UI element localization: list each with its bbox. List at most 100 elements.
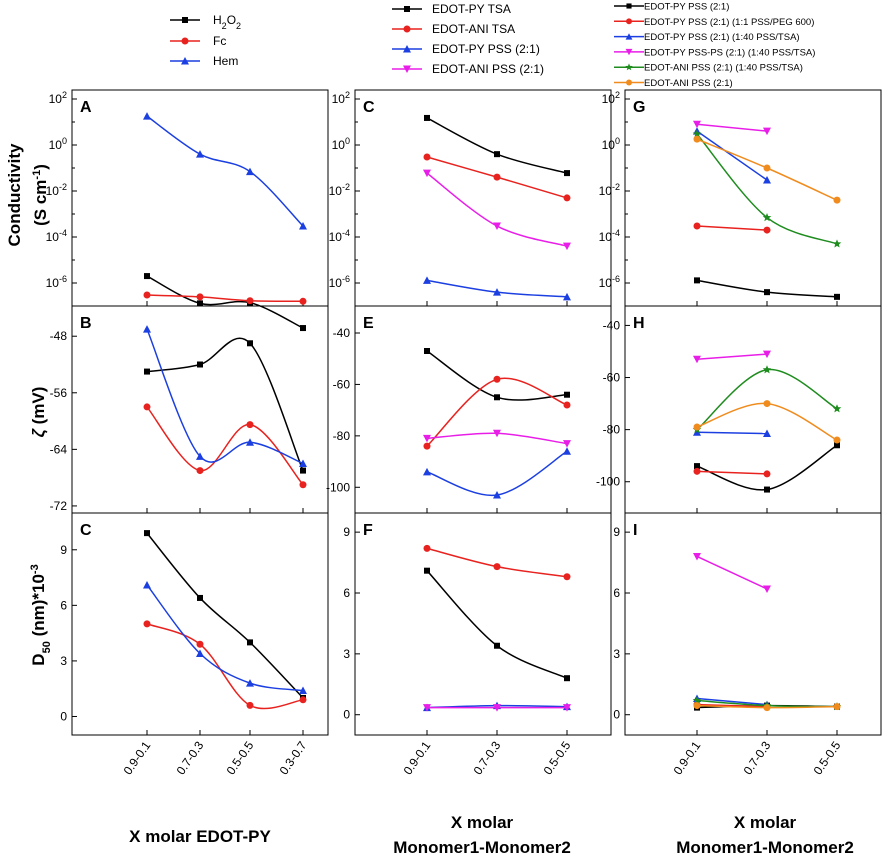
y-tick-label: 0 [60,709,67,723]
series-line [696,225,768,231]
data-point-hem-1 [196,452,204,460]
data-point-fc-1 [196,467,204,475]
series-edot-ani-pss-2-1-1-40-pss-tsa [692,129,842,248]
panel-frame [354,89,612,307]
y-tick-label: -48 [50,329,68,343]
series-line [696,353,768,361]
panel-frame [354,512,612,736]
series-line [146,115,304,227]
legend-marker-hem [181,57,189,65]
data-point-fc-2 [246,297,254,305]
y-tick-label: 100 [602,136,620,152]
series-fc [143,291,307,305]
legend-marker-3-edot-py-pss-ps-2-1-1-40-pss-tsa [625,48,633,56]
data-point-edot-py-pss-2-1-1 [764,289,770,296]
series-edot-ani-pss-2-1-1-40-pss-tsa [692,365,842,434]
data-point-edot-py-pss-2-1-1-40-pss-tsa-1 [763,176,771,184]
data-point-edot-ani-tsa-1 [493,173,501,181]
series-line [426,172,568,247]
panel-0-a: A 102 100 10-2 10-4 10-6 [46,89,329,332]
y-tick-label: 10-4 [599,228,620,244]
series-line [426,547,568,578]
data-point-edot-py-pss-ps-2-1-1-40-pss-tsa-1 [763,127,771,136]
series-line [146,406,304,486]
y-tick-label: 3 [343,647,350,661]
data-point-edot-ani-tsa-2 [563,401,571,409]
series-edot-ani-pss-2-1 [693,702,841,712]
data-point-edot-py-pss-2-1-1-1-pss-peg-600-1 [763,470,771,478]
series-edot-ani-tsa [423,153,571,202]
y-tick-label: 3 [60,654,67,668]
data-point-edot-py-tsa-1 [494,394,500,401]
series-edot-py-pss-ps-2-1-1-40-pss-tsa [693,120,771,136]
data-point-edot-ani-pss-2-1-0 [423,169,431,178]
panel-3-c: C 102 100 10-2 10-4 10-6 [329,89,612,307]
panel-4-e: E -40 -60 -80 -100 [326,305,612,514]
y-tick-label: 6 [343,586,350,600]
panel-letter: A [80,99,92,116]
y-tick-label: 100 [332,136,350,152]
data-point-h2o2-1 [197,300,203,307]
data-point-edot-py-tsa-2 [564,391,570,398]
y-tick-label: -56 [50,386,68,400]
y-tick-label: 100 [49,136,67,152]
series-edot-py-pss-ps-2-1-1-40-pss-tsa [693,552,771,593]
panel-6-g: G 102 100 10-2 10-4 10-6 [599,89,882,307]
data-point-edot-ani-tsa-0 [423,544,431,552]
data-point-edot-py-pss-2-1-2 [563,447,571,455]
panel-frame [624,305,882,514]
data-point-fc-1 [196,293,204,301]
legend-marker-fc [181,37,189,45]
data-point-edot-ani-pss-2-1-1-40-pss-tsa-1 [762,365,772,374]
y-tick-label: 10-2 [46,182,67,198]
legend-col3: EDOT-PY PSS (2:1) EDOT-PY PSS (2:1) (1:1 … [614,2,815,89]
data-point-edot-ani-tsa-2 [563,194,571,202]
y-tick-label: 10-6 [599,274,620,290]
data-point-fc-3 [299,297,307,305]
data-point-edot-py-tsa-2 [564,170,570,177]
data-point-h2o2-3 [300,325,306,332]
data-point-hem-3 [299,459,307,467]
series-edot-ani-pss-2-1 [693,135,841,204]
legend-marker-edot-ani-tsa [403,25,411,33]
data-point-h2o2-0 [144,368,150,375]
data-point-hem-2 [246,167,254,176]
data-point-edot-py-pss-2-1-2 [563,292,571,301]
y-tick-label: 102 [602,90,620,106]
data-point-edot-py-pss-2-1-2 [834,293,840,300]
y-tick-label: 10-6 [46,274,67,290]
y-tick-label: 102 [49,90,67,106]
data-point-h2o2-2 [247,340,253,347]
data-point-edot-py-tsa-0 [424,348,430,354]
series-line [146,623,304,710]
series-line [426,570,568,679]
data-point-edot-ani-pss-2-1-2 [563,440,571,448]
data-point-edot-ani-pss-2-1-0 [423,434,431,443]
legend-marker-1-edot-py-pss-2-1-1-1-pss-peg-600 [626,18,632,25]
y-tick-label: -60 [333,377,351,391]
data-point-edot-ani-pss-2-1-0 [693,135,701,143]
panel-frame [71,512,329,736]
legend-marker-h2o2 [182,17,188,23]
series-line [426,117,568,174]
data-point-edot-py-tsa-0 [424,567,430,574]
y-tick-label: 10-4 [329,228,350,244]
series-line [696,697,768,706]
data-point-edot-ani-pss-2-1-1-40-pss-tsa-0 [692,129,702,138]
series-edot-ani-tsa [423,544,571,581]
panel-letter: F [363,522,373,539]
data-point-edot-py-tsa-0 [424,114,430,121]
data-point-edot-py-pss-2-1-1 [493,491,501,499]
panel-5-f: F9 6 3 0 0.9-0.1 0.7-0.3 0.5-0.5 [343,512,612,777]
y-tick-label: 10-2 [329,182,350,198]
data-point-edot-ani-pss-2-1-1 [493,704,501,712]
col3-xlabel-line1: X molar [734,813,797,832]
data-point-edot-ani-tsa-2 [563,573,571,581]
y-tick-label: 6 [60,598,67,612]
data-point-edot-py-pss-2-1-1 [764,486,770,493]
x-tick-label: 0.3-0.7 [277,738,310,777]
series-line [696,703,768,708]
series-edot-py-tsa [424,348,570,401]
data-point-edot-ani-pss-2-1-2 [563,704,571,712]
series-hem [143,112,307,230]
